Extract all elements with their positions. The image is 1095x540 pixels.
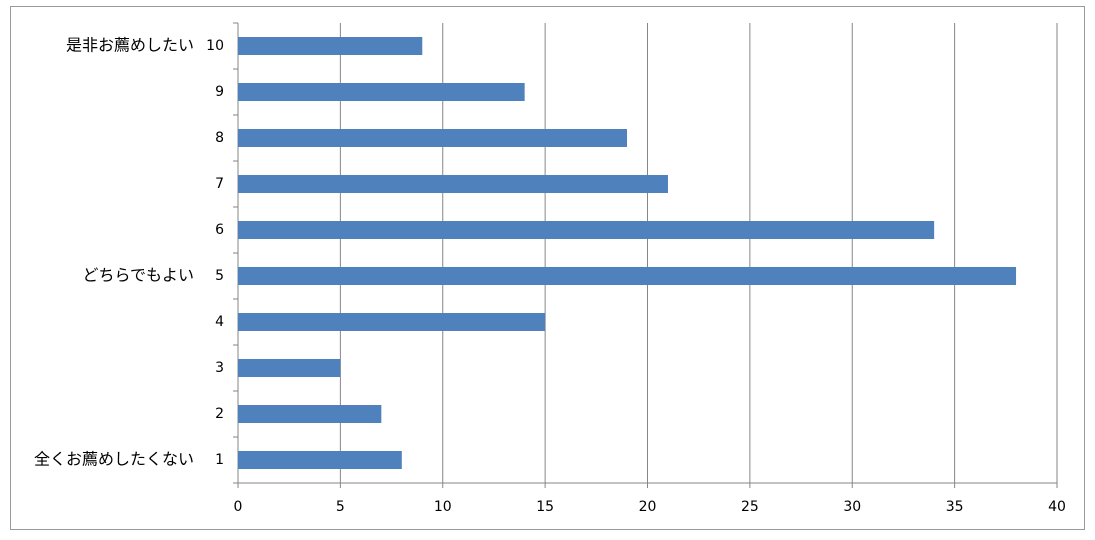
side-label: 是非お薦めしたい [66,36,194,55]
y-tick-label: 9 [215,84,224,100]
bar [238,359,341,377]
y-tick-label: 10 [206,38,224,54]
bar [238,221,935,239]
side-label: 全くお薦めしたくない [34,450,194,469]
bar [238,37,423,55]
x-tick-label: 30 [843,499,861,515]
x-tick-label: 10 [434,499,452,515]
bar [238,313,546,331]
bar [238,451,402,469]
x-tick-label: 5 [336,499,345,515]
bar [238,129,628,147]
y-tick-label: 8 [215,130,224,146]
bar [238,405,382,423]
y-tick-label: 2 [215,406,224,422]
x-tick-label: 20 [639,499,657,515]
y-tick-label: 3 [215,360,224,376]
x-tick-label: 0 [234,499,243,515]
y-tick-label: 7 [215,176,224,192]
y-tick-label: 5 [215,268,224,284]
x-tick-label: 15 [536,499,554,515]
bar [238,175,668,193]
y-tick-label: 4 [215,314,224,330]
x-tick-label: 40 [1048,499,1066,515]
y-tick-label: 6 [215,222,224,238]
bar [238,267,1017,285]
x-tick-label: 35 [946,499,964,515]
y-tick-label: 1 [215,452,224,468]
bar [238,83,525,101]
x-tick-label: 25 [741,499,759,515]
side-label: どちらでもよい [82,266,194,285]
